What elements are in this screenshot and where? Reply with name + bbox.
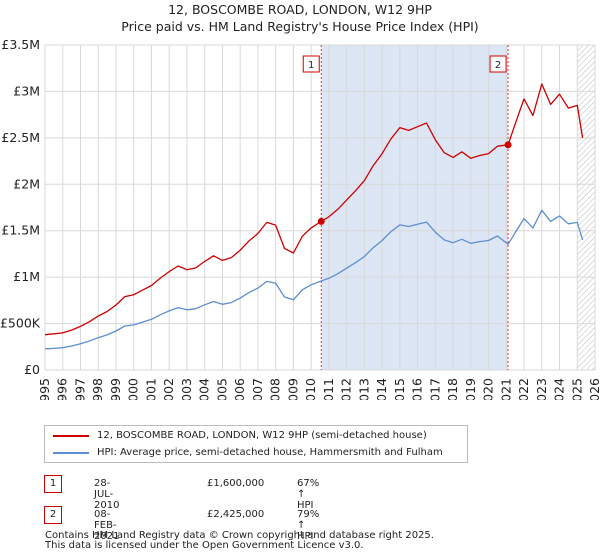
x-tick-label: 2017 [427, 378, 442, 400]
sale-badge-2: 2 [44, 506, 62, 524]
y-tick-label: £3M [13, 83, 40, 98]
x-tick-label: 2002 [161, 378, 176, 400]
y-tick-label: £0 [24, 362, 40, 377]
hatched-region [577, 45, 595, 370]
x-tick-label: 1999 [108, 378, 123, 400]
x-tick-label: 2000 [126, 378, 141, 400]
x-tick-label: 1998 [90, 378, 105, 400]
hpi-line [45, 209, 584, 350]
sale-box-label: 2 [495, 60, 501, 71]
x-tick-label: 2003 [179, 378, 194, 400]
x-tick-label: 1995 [37, 378, 52, 400]
x-tick-label: 1996 [55, 378, 70, 400]
property-price-line [45, 83, 584, 336]
x-tick-label: 2022 [516, 378, 531, 400]
x-tick-label: 2012 [339, 378, 354, 400]
y-tick-label: £3.5M [1, 37, 40, 52]
price-chart: 12, BOSCOMBE ROAD, LONDON, W12 9HP Price… [0, 2, 600, 400]
sale-point [504, 141, 512, 149]
y-tick-label: £2M [13, 176, 40, 191]
sale-box [489, 55, 507, 73]
legend-label-property: 12, BOSCOMBE ROAD, LONDON, W12 9HP (semi… [97, 430, 427, 441]
legend: 12, BOSCOMBE ROAD, LONDON, W12 9HP (semi… [44, 425, 468, 463]
legend-swatch-property [53, 435, 89, 437]
x-tick-label: 2005 [214, 378, 229, 400]
x-tick-label: 1997 [72, 378, 87, 400]
x-tick-label: 2020 [481, 378, 496, 400]
x-tick-label: 2006 [232, 378, 247, 400]
x-tick-label: 2025 [569, 378, 584, 400]
footer-line-1: Contains HM Land Registry data © Crown c… [45, 530, 434, 541]
x-tick-label: 2008 [268, 378, 283, 400]
shaded-period [321, 45, 509, 370]
sale-date-2: 08-FEB-2021 [94, 509, 120, 542]
sale-price-1: £1,600,000 [207, 478, 265, 489]
x-tick-label: 2018 [445, 378, 460, 400]
sale-date-1: 28-JUL-2010 [94, 478, 120, 511]
x-tick-label: 2016 [410, 378, 425, 400]
x-tick-label: 2014 [374, 378, 389, 400]
x-tick-label: 2007 [250, 378, 265, 400]
sale-point [317, 217, 325, 225]
x-tick-label: 2015 [392, 378, 407, 400]
x-tick-label: 2021 [498, 378, 513, 400]
x-tick-label: 2026 [587, 378, 600, 400]
x-tick-label: 2023 [534, 378, 549, 400]
footer-line-2: This data is licensed under the Open Gov… [45, 540, 364, 551]
legend-swatch-hpi [53, 452, 89, 454]
x-tick-label: 2010 [303, 378, 318, 400]
x-tick-label: 2004 [197, 378, 212, 400]
chart-title: 12, BOSCOMBE ROAD, LONDON, W12 9HP [168, 2, 432, 17]
sale-hpi-2: 79% ↑ HPI [297, 509, 320, 542]
chart-subtitle: Price paid vs. HM Land Registry's House … [121, 19, 478, 34]
sale-box-label: 1 [308, 60, 314, 71]
y-tick-label: £1.5M [1, 223, 40, 238]
y-tick-label: £500K [0, 316, 41, 331]
x-tick-label: 2013 [356, 378, 371, 400]
x-tick-label: 2024 [552, 378, 567, 400]
sale-price-2: £2,425,000 [207, 509, 265, 520]
sale-hpi-1: 67% ↑ HPI [297, 478, 320, 511]
x-tick-label: 2011 [321, 378, 336, 400]
y-tick-label: £1M [13, 269, 40, 284]
legend-label-hpi: HPI: Average price, semi-detached house,… [97, 447, 443, 458]
x-tick-label: 2001 [143, 378, 158, 400]
sale-badge-1: 1 [44, 475, 62, 493]
x-tick-label: 2009 [285, 378, 300, 400]
y-tick-label: £2.5M [1, 130, 40, 145]
sale-box [302, 55, 320, 73]
x-tick-label: 2019 [463, 378, 478, 400]
footer: Contains HM Land Registry data © Crown c… [45, 531, 434, 551]
